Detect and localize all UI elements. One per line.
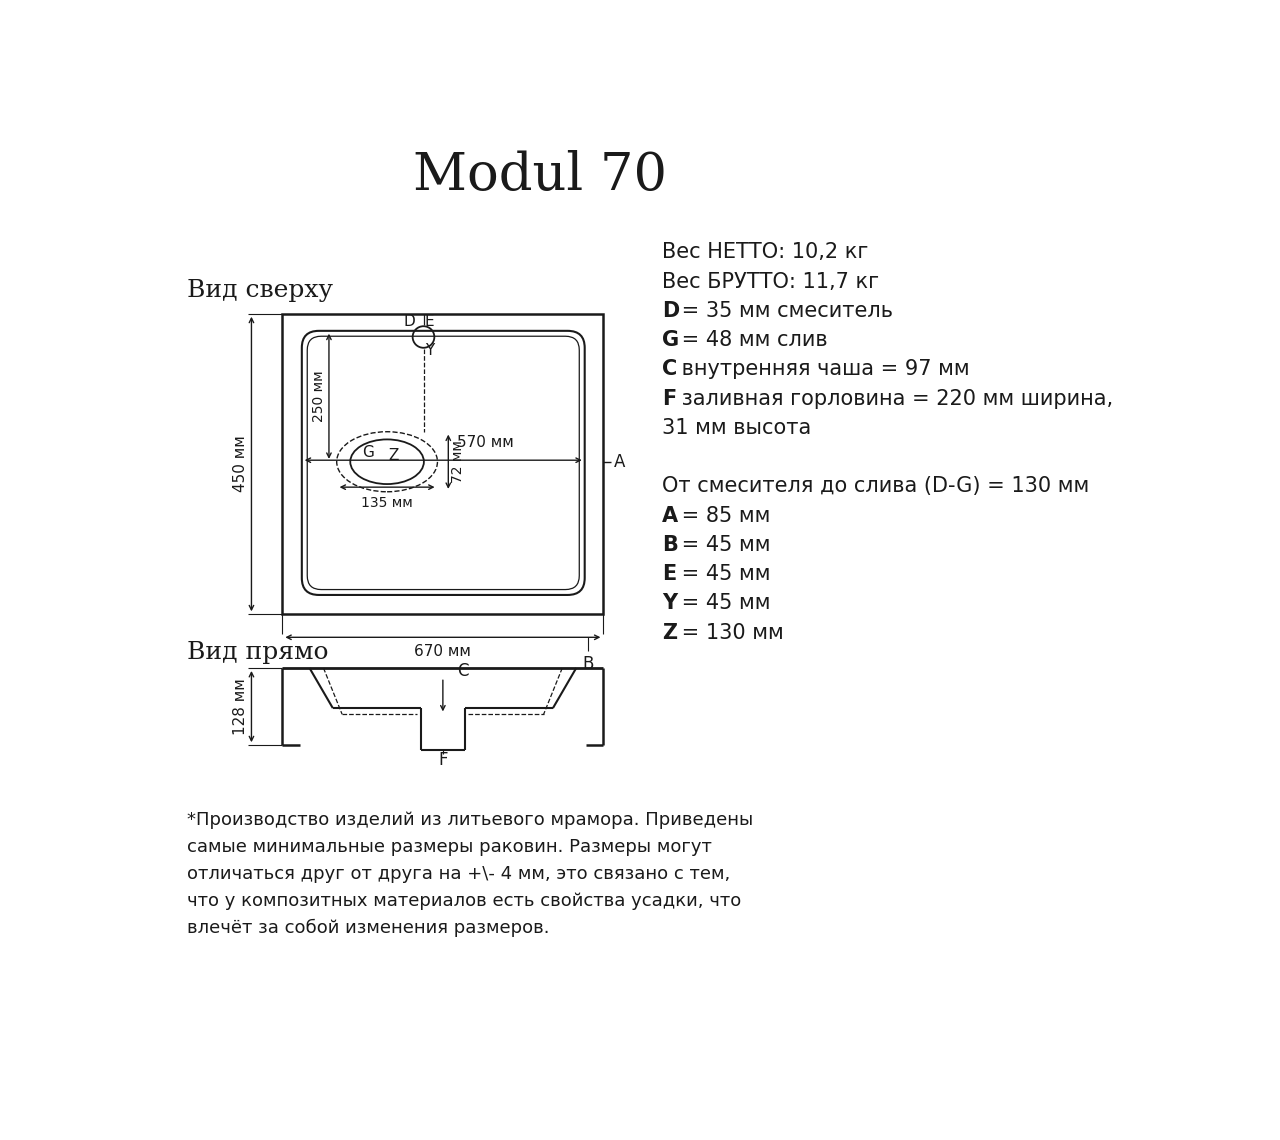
Text: Z: Z xyxy=(662,622,677,643)
Text: E: E xyxy=(662,564,676,584)
Text: От смесителя до слива (D-G) = 130 мм: От смесителя до слива (D-G) = 130 мм xyxy=(662,477,1089,496)
Text: = 48 мм слив: = 48 мм слив xyxy=(675,331,827,350)
Text: G: G xyxy=(662,331,680,350)
Text: заливная горловина = 220 мм ширина,: заливная горловина = 220 мм ширина, xyxy=(675,389,1112,408)
Text: Modul 70: Modul 70 xyxy=(412,149,667,201)
Text: Y: Y xyxy=(662,594,677,613)
Text: 128 мм: 128 мм xyxy=(233,678,248,735)
Text: 670 мм: 670 мм xyxy=(415,644,471,659)
Text: = 45 мм: = 45 мм xyxy=(675,564,771,584)
Text: = 130 мм: = 130 мм xyxy=(675,622,783,643)
Text: C: C xyxy=(457,662,468,681)
Text: 135 мм: 135 мм xyxy=(361,496,413,511)
Text: A: A xyxy=(613,453,625,471)
Text: Z: Z xyxy=(389,448,399,463)
Text: B: B xyxy=(582,656,594,674)
Text: B: B xyxy=(662,535,678,555)
Text: Вид сверху: Вид сверху xyxy=(187,279,333,302)
Text: Вес НЕТТО: 10,2 кг: Вес НЕТТО: 10,2 кг xyxy=(662,243,869,262)
Text: Вид прямо: Вид прямо xyxy=(187,641,329,665)
Text: F: F xyxy=(438,751,448,768)
Text: A: A xyxy=(662,506,678,526)
Text: 450 мм: 450 мм xyxy=(233,435,248,492)
Text: D: D xyxy=(403,315,416,329)
Text: = 35 мм смеситель: = 35 мм смеситель xyxy=(675,301,892,320)
Text: C: C xyxy=(662,359,677,380)
Text: внутренняя чаша = 97 мм: внутренняя чаша = 97 мм xyxy=(675,359,969,380)
Text: F: F xyxy=(662,389,676,408)
Text: = 45 мм: = 45 мм xyxy=(675,594,771,613)
Text: 72 мм: 72 мм xyxy=(452,440,466,483)
Text: E: E xyxy=(425,315,434,329)
Text: = 85 мм: = 85 мм xyxy=(675,506,771,526)
Text: 31 мм высота: 31 мм высота xyxy=(662,418,812,438)
Text: D: D xyxy=(662,301,680,320)
Text: Вес БРУТТО: 11,7 кг: Вес БРУТТО: 11,7 кг xyxy=(662,271,879,292)
Text: G: G xyxy=(362,445,374,461)
Text: = 45 мм: = 45 мм xyxy=(675,535,771,555)
Text: 250 мм: 250 мм xyxy=(312,370,326,422)
Text: Y: Y xyxy=(425,343,434,358)
Text: 570 мм: 570 мм xyxy=(457,435,515,450)
Text: *Производство изделий из литьевого мрамора. Приведены
самые минимальные размеры : *Производство изделий из литьевого мрамо… xyxy=(187,811,754,937)
